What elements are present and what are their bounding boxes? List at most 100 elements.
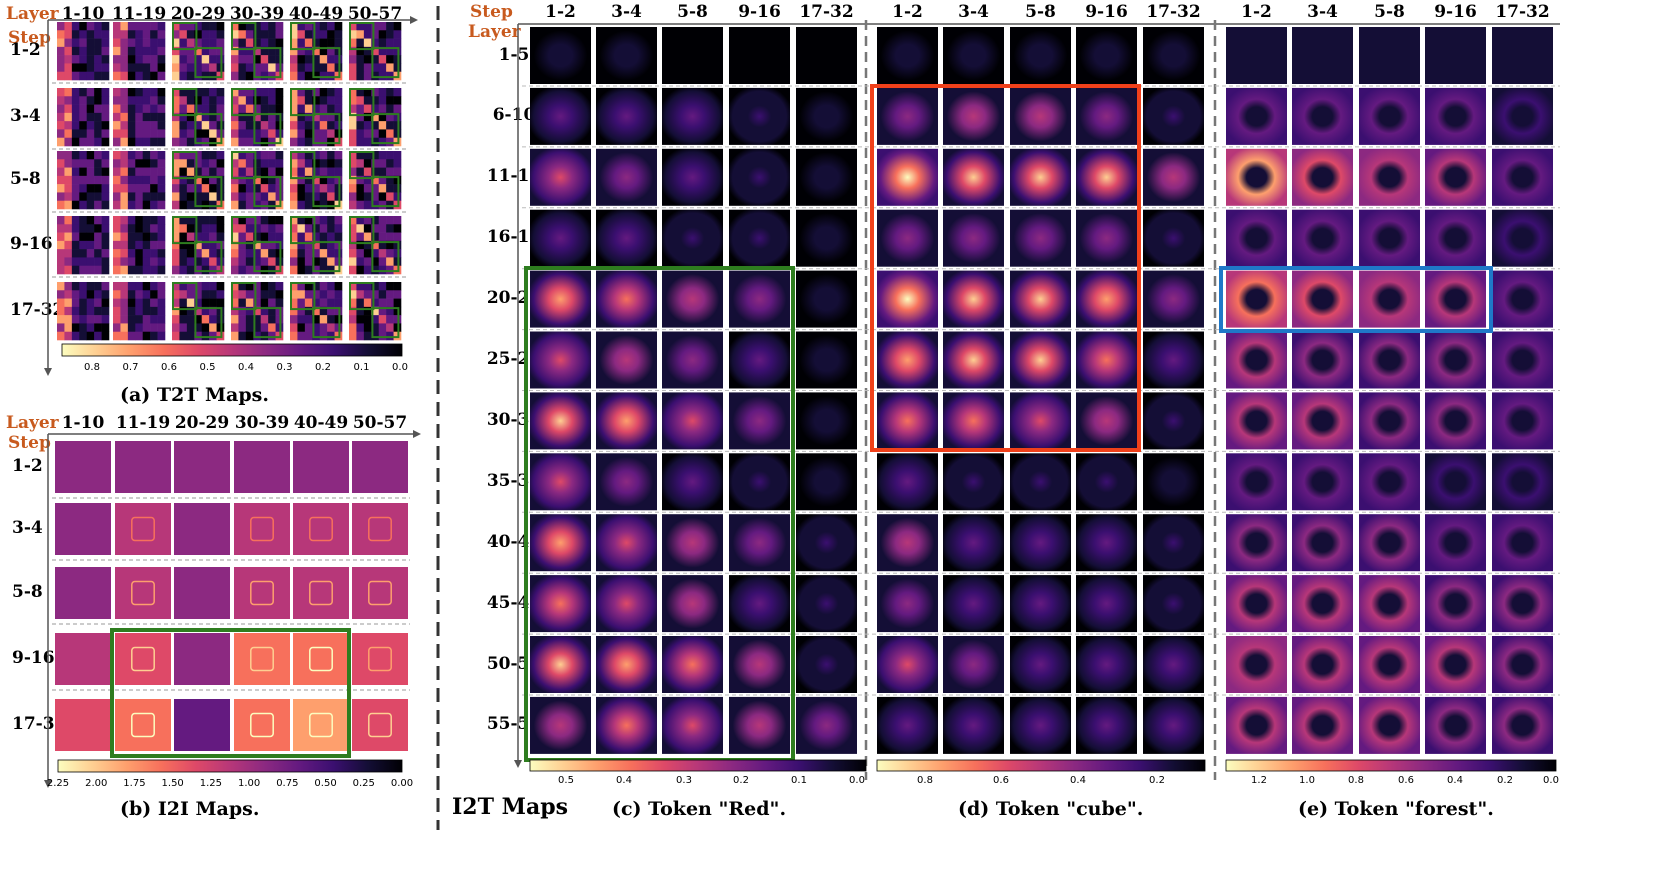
i2t-tick-2-0.4: 0.4 [1447, 775, 1463, 786]
t2t-cell [268, 192, 276, 202]
t2t-green-box [371, 241, 400, 273]
t2t-cell [319, 22, 328, 31]
t2t-cell [120, 257, 129, 267]
t2t-cell [356, 315, 365, 324]
t2t-cell [64, 315, 73, 324]
t2t-cell [319, 298, 328, 308]
t2t-cell [86, 129, 95, 139]
t2t-cell [290, 216, 298, 225]
t2t-cell [238, 129, 247, 139]
t2t-cell [135, 315, 144, 324]
t2t-cell [319, 104, 328, 114]
t2t-cell [378, 63, 387, 73]
i2i-map [115, 503, 171, 555]
t2t-cell [79, 298, 88, 308]
i2t-tick-1-0.8: 0.8 [917, 775, 933, 786]
t2t-cell [71, 159, 80, 168]
t2t-cell [290, 200, 298, 210]
t2t-cell [120, 249, 129, 258]
i2t-map-red [729, 453, 790, 511]
t2t-cell [157, 22, 166, 31]
t2t-cell [238, 331, 247, 341]
t2t-cell [172, 55, 180, 64]
t2t-green-box [172, 88, 198, 117]
t2t-cell [157, 290, 166, 299]
i2t-map-red [729, 87, 790, 145]
t2t-cell [327, 265, 335, 275]
t2t-cell [57, 265, 65, 275]
t2t-cell [290, 159, 298, 168]
t2t-cell [142, 46, 151, 56]
t2t-cell [172, 167, 180, 177]
i2t-col-2-3-4: 3-4 [1307, 2, 1338, 22]
t2t-cell [101, 290, 110, 299]
i2t-map-forest [1292, 392, 1353, 450]
t2t-cell [179, 323, 188, 333]
t2t-cell [135, 137, 144, 147]
panel-b-step-label: Step [8, 433, 51, 453]
t2t-cell [312, 112, 321, 122]
t2t-cell [142, 232, 151, 242]
t2t-cell [64, 224, 73, 233]
t2t-cell [304, 104, 313, 114]
i2t-map-red [662, 209, 723, 267]
t2t-cell [312, 224, 321, 233]
i2t-map-forest [1226, 209, 1287, 267]
i2t-map-cube [1010, 575, 1071, 633]
t2t-cell [319, 38, 328, 48]
t2t-cell [201, 306, 210, 316]
i2t-map-forest [1359, 514, 1420, 572]
t2t-cell [363, 112, 372, 122]
t2t-cell [150, 159, 158, 168]
t2t-cell [209, 240, 217, 250]
t2t-cell [356, 331, 365, 341]
t2t-cell [386, 137, 394, 147]
t2t-cell [297, 137, 306, 147]
t2t-cell [209, 200, 217, 210]
t2t-cell [268, 257, 276, 267]
t2t-cell [378, 46, 387, 56]
i2t-tick-0-0.4: 0.4 [616, 775, 632, 786]
t2t-cell [312, 88, 321, 97]
t2t-cell [142, 240, 151, 250]
t2t-cell [150, 137, 158, 147]
t2t-cell [327, 306, 335, 316]
t2t-cell [312, 71, 321, 81]
t2t-cell [231, 249, 239, 258]
t2t-cell [268, 184, 276, 193]
t2t-cell [142, 216, 151, 225]
t2t-cell [216, 298, 225, 308]
t2t-cell [79, 200, 88, 210]
t2t-cell [312, 96, 321, 105]
t2t-cell [209, 151, 217, 160]
t2t-cell [186, 257, 195, 267]
t2t-cell [79, 257, 88, 267]
t2t-green-box [194, 47, 223, 79]
i2i-map [115, 441, 171, 493]
t2t-cell [275, 88, 284, 97]
t2t-cell [157, 151, 166, 160]
panel-b-row-9-16: 9-16 [12, 648, 55, 668]
t2t-cell [349, 129, 357, 139]
t2t-cell [231, 112, 239, 122]
t2t-cell [371, 151, 380, 160]
i2t-map-red [662, 392, 723, 450]
t2t-cell [127, 121, 136, 130]
t2t-cell [356, 216, 365, 225]
t2t-cell [150, 167, 158, 177]
i2t-map-cube [1143, 392, 1204, 450]
t2t-cell [216, 224, 225, 233]
t2t-cell [64, 88, 73, 97]
t2t-cell [290, 192, 298, 202]
t2t-cell [71, 88, 80, 97]
t2t-cell [245, 121, 254, 130]
i2t-map-forest [1359, 87, 1420, 145]
t2t-cell [150, 22, 158, 31]
t2t-cell [172, 96, 180, 105]
t2t-cell [260, 257, 269, 267]
t2t-cell [94, 298, 102, 308]
t2t-cell [57, 290, 65, 299]
t2t-cell [245, 232, 254, 242]
t2t-cell [312, 104, 321, 114]
t2t-green-box [172, 151, 198, 180]
